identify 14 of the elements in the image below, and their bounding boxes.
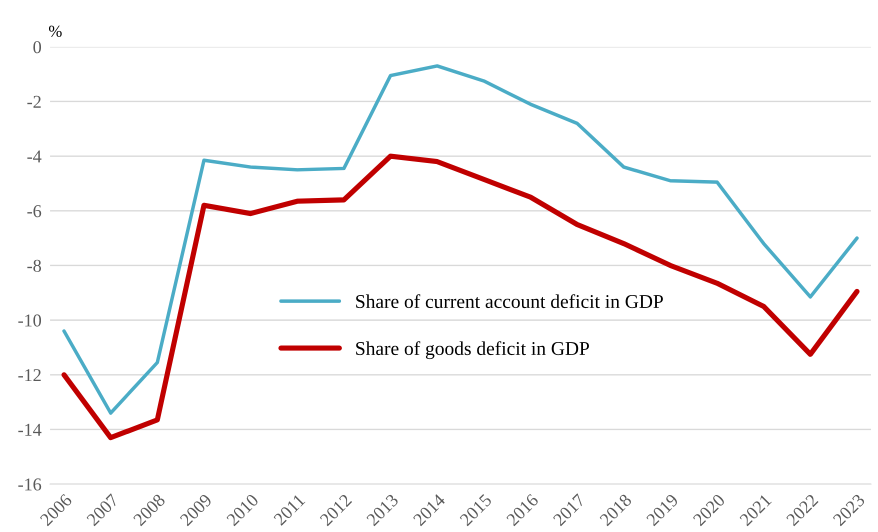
y-tick-label: -2 bbox=[27, 96, 41, 108]
y-tick-label: -12 bbox=[18, 369, 41, 382]
y-tick-label: -10 bbox=[18, 314, 42, 327]
legend-label: Share of goods deficit in GDP bbox=[356, 341, 590, 360]
line-series bbox=[62, 64, 859, 415]
y-tick-label: -8 bbox=[27, 260, 42, 272]
y-tick-label: 0 bbox=[33, 41, 42, 54]
legend-label: Share of current account deficit in GDP bbox=[356, 294, 663, 308]
y-axis-title: % bbox=[48, 26, 62, 37]
x-tick-label: 2011 bbox=[273, 494, 306, 526]
y-tick-label: -6 bbox=[27, 205, 42, 218]
y-tick-label: -14 bbox=[18, 424, 42, 436]
y-tick-label: -16 bbox=[18, 478, 42, 491]
y-tick-label: -4 bbox=[27, 150, 42, 162]
